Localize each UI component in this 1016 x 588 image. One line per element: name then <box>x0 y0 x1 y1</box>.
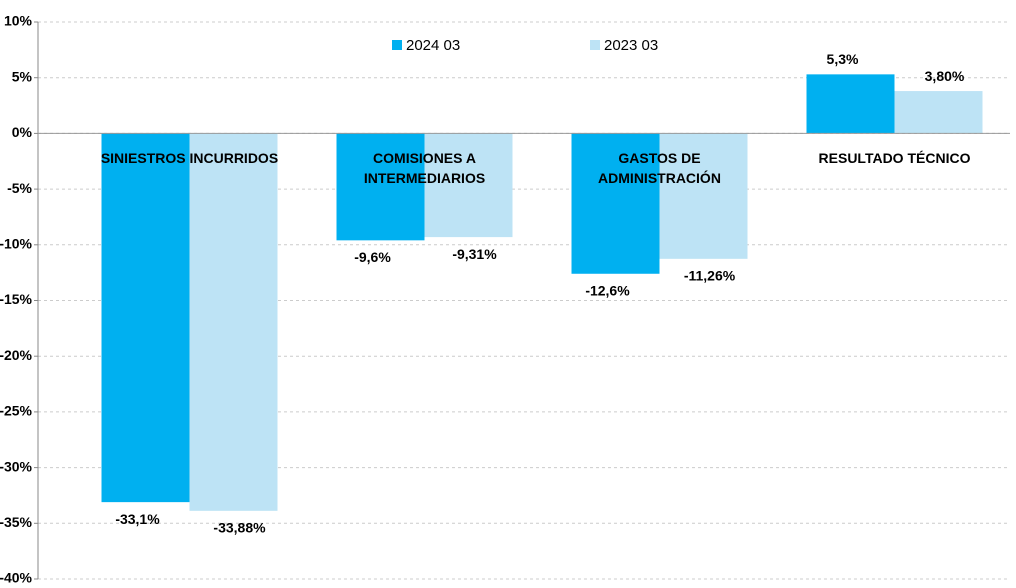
bar <box>659 133 748 259</box>
x-tick-label: COMISIONES A INTERMEDIARIOS <box>363 150 486 186</box>
y-tick-label: -25% <box>0 403 33 419</box>
value-label: -9,31% <box>452 246 497 262</box>
legend-swatch <box>392 40 402 50</box>
x-tick-label: SINIESTROS INCURRIDOS <box>100 150 279 166</box>
bar <box>571 133 660 274</box>
bar <box>101 133 190 503</box>
y-tick-label: -10% <box>0 236 33 252</box>
value-label: -9,6% <box>354 249 391 265</box>
y-tick-label: -5% <box>7 180 32 196</box>
y-tick-label: -40% <box>0 570 33 586</box>
y-tick-label: -35% <box>0 514 33 530</box>
y-tick-label: -15% <box>0 291 33 307</box>
value-label: -12,6% <box>585 282 630 298</box>
y-tick-label: 0% <box>12 124 33 140</box>
y-tick-label: 5% <box>12 68 33 84</box>
value-label: 5,3% <box>827 51 859 67</box>
bar <box>894 91 983 134</box>
bar <box>806 74 895 134</box>
legend-label: 2023 03 <box>604 37 658 54</box>
y-tick-label: 10% <box>4 13 33 29</box>
y-tick-label: -20% <box>0 347 33 363</box>
value-label: 3,80% <box>925 68 965 84</box>
bar <box>424 133 513 238</box>
value-label: -11,26% <box>684 268 736 284</box>
legend-swatch <box>590 40 600 50</box>
x-tick-label: RESULTADO TÉCNICO <box>818 150 971 166</box>
value-label: -33,1% <box>115 511 160 527</box>
bar <box>189 133 278 511</box>
legend-label: 2024 03 <box>406 37 460 54</box>
bar <box>336 133 425 241</box>
y-tick-label: -30% <box>0 458 33 474</box>
value-label: -33,88% <box>213 520 266 536</box>
x-tick-label: GASTOS DE ADMINISTRACIÓN <box>598 150 721 186</box>
